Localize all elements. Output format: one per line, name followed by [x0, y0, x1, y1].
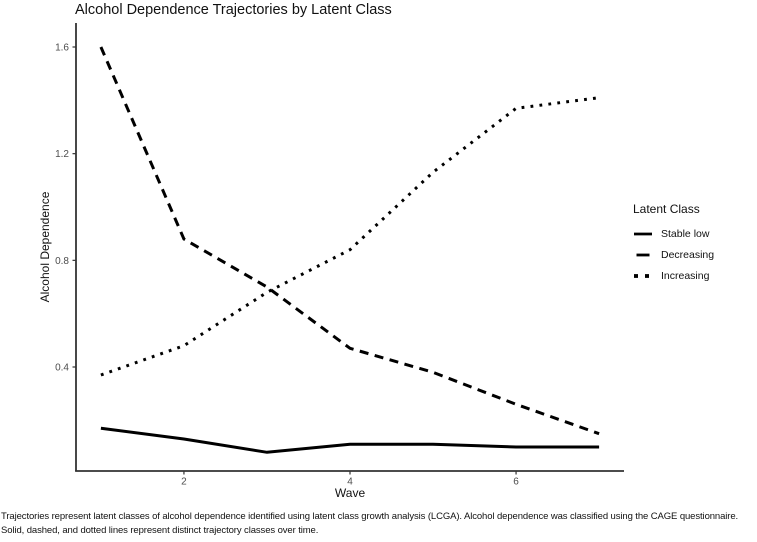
- x-tick-label: 2: [181, 477, 187, 488]
- figure-caption: Trajectories represent latent classes of…: [1, 510, 757, 537]
- legend-label: Stable low: [661, 228, 710, 240]
- y-tick-label: 1.6: [55, 43, 69, 54]
- dotted-line-key-icon: [634, 274, 649, 278]
- legend-item-increasing: Increasing: [633, 270, 753, 282]
- caption-line-1: Trajectories represent latent classes of…: [1, 511, 739, 522]
- caption-line-2: Solid, dashed, and dotted lines represen…: [1, 524, 319, 536]
- legend-label: Increasing: [661, 270, 710, 282]
- series-line-stable-low: [100, 426, 600, 454]
- x-axis-title: Wave: [334, 486, 366, 500]
- x-tick-label: 6: [513, 477, 519, 488]
- y-tick-label: 0.4: [55, 363, 69, 374]
- legend-label: Decreasing: [661, 249, 715, 261]
- chart-title: Alcohol Dependence Trajectories by Laten…: [75, 2, 392, 18]
- series-line-increasing: [100, 96, 600, 377]
- y-tick-label: 1.2: [55, 149, 69, 160]
- series-line-decreasing: [99, 46, 600, 436]
- legend-item-decreasing: Decreasing: [633, 249, 753, 261]
- y-tick-label: 0.8: [55, 256, 69, 267]
- legend-title: Latent Class: [633, 202, 700, 216]
- y-axis-title: Alcohol Dependence: [38, 191, 52, 303]
- x-tick-label: 4: [347, 477, 353, 488]
- legend-item-stable-low: Stable low: [633, 228, 753, 240]
- dashed-line-key-icon: [636, 253, 650, 257]
- trajectory-chart: 2 4 6 0.4 0.8 1.2 1.6: [55, 23, 624, 488]
- legend: Latent Class Stable low Decreasing Incre…: [633, 202, 753, 292]
- solid-line-key-icon: [634, 232, 652, 236]
